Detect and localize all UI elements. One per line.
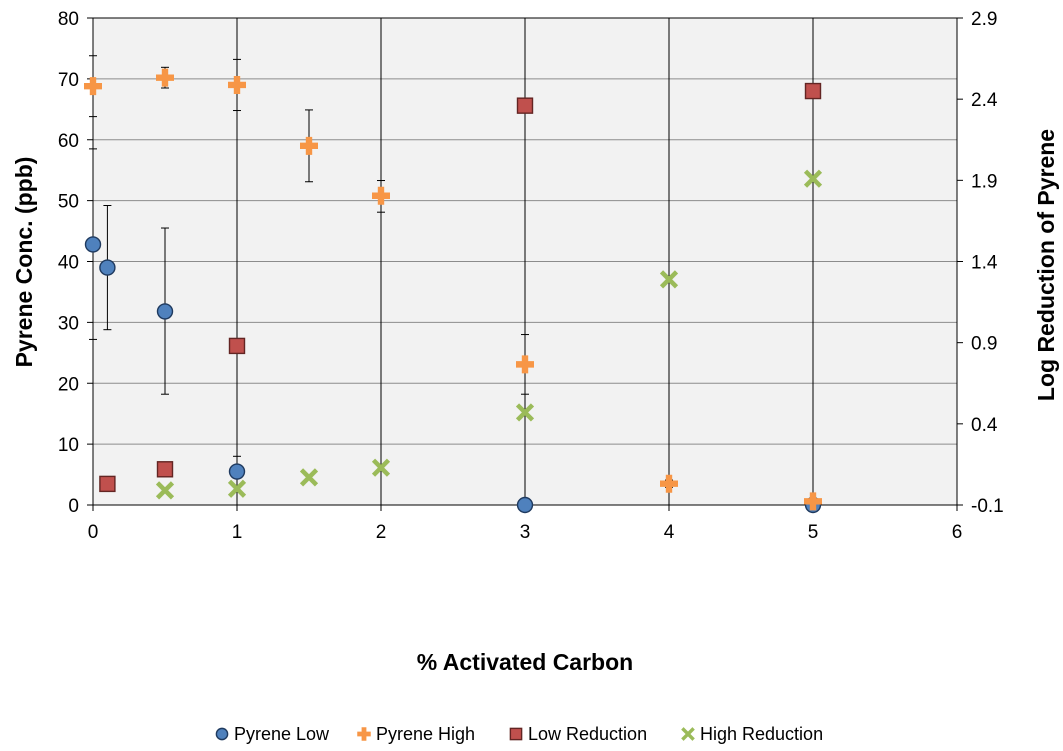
- high-reduction-point: [515, 403, 535, 422]
- y2-tick-label: 2.9: [971, 9, 997, 30]
- low-reduction-point: [228, 337, 246, 355]
- y2-tick-label: 1.4: [971, 253, 998, 274]
- legend-item-high-reduction: High Reduction: [681, 724, 823, 744]
- y2-tick-label: 0.9: [971, 334, 997, 355]
- pyrene-high-point: [300, 136, 318, 155]
- low-reduction-point: [804, 82, 822, 100]
- x-tick-label: 3: [520, 522, 531, 543]
- pyrene-high-point: [156, 68, 174, 87]
- legend-marker-high-reduction: [681, 727, 695, 741]
- pyrene-low-point: [228, 463, 246, 480]
- legend-marker-pyrene-high: [357, 727, 371, 741]
- x-tick-label: 2: [376, 522, 387, 543]
- high-reduction-point: [659, 270, 679, 289]
- high-reduction-point: [299, 468, 319, 487]
- legend-item-low-reduction: Low Reduction: [509, 724, 647, 744]
- y-tick-label: 20: [58, 374, 79, 395]
- y-tick-label: 10: [58, 435, 79, 456]
- x-tick-label: 0: [88, 522, 99, 543]
- y2-tick-label: 0.4: [971, 415, 998, 436]
- pyrene-high-point: [804, 492, 822, 511]
- legend-label: High Reduction: [700, 724, 823, 744]
- pyrene-high-point: [372, 186, 390, 205]
- y2-axis-title: Log Reduction of Pyrene: [1033, 129, 1059, 401]
- y-tick-label: 70: [58, 70, 79, 91]
- low-reduction-point: [99, 475, 116, 493]
- legend-label: Pyrene Low: [234, 724, 330, 744]
- y-tick-label: 80: [58, 9, 79, 30]
- pyrene-high-point: [228, 75, 246, 94]
- legend-marker-pyrene-low: [215, 727, 229, 741]
- high-reduction-point: [227, 479, 247, 498]
- legend: Pyrene Low Pyrene High Low Reduction High R…: [215, 724, 823, 744]
- high-reduction-point: [803, 169, 823, 188]
- legend-item-pyrene-high: Pyrene High: [357, 724, 475, 744]
- pyrene-low-point: [156, 303, 174, 320]
- legend-item-pyrene-low: Pyrene Low: [215, 724, 330, 744]
- pyrene-low-point: [84, 236, 102, 253]
- x-tick-label: 4: [664, 522, 675, 543]
- legend-marker-low-reduction: [509, 727, 523, 741]
- high-reduction-point: [371, 458, 391, 477]
- y2-tick-label: 1.9: [971, 171, 997, 192]
- legend-label: Low Reduction: [528, 724, 647, 744]
- x-tick-label: 5: [808, 522, 819, 543]
- pyrene-high-point: [84, 77, 102, 96]
- y-axis-title: Pyrene Conc. (ppb): [11, 157, 37, 368]
- pyrene-high-point: [660, 474, 678, 493]
- low-reduction-point: [156, 461, 174, 478]
- low-reduction-point: [516, 97, 534, 114]
- data-markers: [84, 68, 823, 514]
- legend-label: Pyrene High: [376, 724, 475, 744]
- axis-ticks: 0 10 20 30 40 50 60 70 80 -0.1 0.4 0.9 1.4 1.9 2.4 2.9 0…: [58, 9, 1004, 543]
- y2-tick-label: -0.1: [971, 496, 1004, 517]
- pyrene-low-point: [516, 496, 534, 514]
- y-tick-label: 30: [58, 313, 79, 334]
- y-tick-label: 60: [58, 131, 79, 152]
- x-tick-label: 1: [232, 522, 243, 543]
- pyrene-high-point: [516, 355, 534, 374]
- y-tick-label: 40: [58, 253, 79, 274]
- y-tick-label: 50: [58, 192, 79, 213]
- y2-tick-label: 2.4: [971, 90, 998, 111]
- x-tick-label: 6: [952, 522, 963, 543]
- x-axis-title: % Activated Carbon: [417, 649, 633, 675]
- y-tick-label: 0: [68, 496, 79, 517]
- high-reduction-point: [155, 481, 175, 500]
- pyrene-low-point: [99, 259, 116, 276]
